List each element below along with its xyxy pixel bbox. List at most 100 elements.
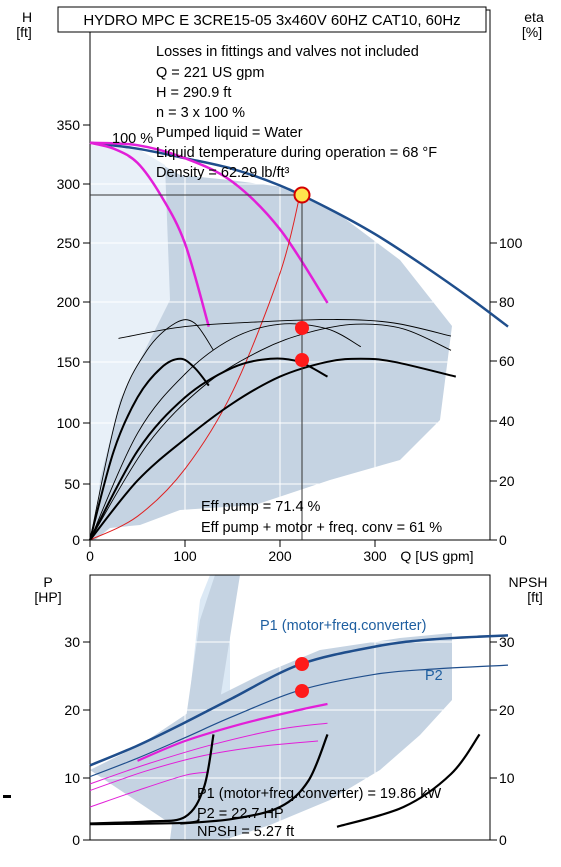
y2-tick-100: 100 bbox=[499, 235, 523, 251]
duty-point-marker bbox=[293, 186, 311, 204]
y-tick-50: 50 bbox=[64, 476, 80, 492]
power-area bbox=[90, 575, 452, 840]
npsh-curve-2 bbox=[336, 733, 481, 828]
y-axis-label: H bbox=[22, 9, 32, 25]
operating-area bbox=[90, 145, 452, 540]
eta-thin-curve-3 bbox=[118, 319, 452, 339]
efficiency-info: Eff pump = 71.4 % Eff pump + motor + fre… bbox=[201, 499, 442, 536]
p-tick-10: 10 bbox=[64, 770, 80, 786]
head-1-pump-line bbox=[89, 141, 211, 327]
operating-area-notch bbox=[90, 145, 170, 540]
power-grid bbox=[90, 575, 490, 840]
eta-1-pump-line bbox=[89, 357, 210, 541]
head-grid bbox=[90, 10, 490, 540]
npsh-tick-10: 10 bbox=[499, 770, 515, 786]
y-axis-unit: [ft] bbox=[16, 24, 32, 40]
left-stub-marker bbox=[3, 795, 11, 798]
chart-title: HYDRO MPC E 3CRE15-05 3x460V 60HZ CAT10,… bbox=[83, 12, 460, 29]
y-tick-0: 0 bbox=[72, 532, 80, 548]
y-tick-100: 100 bbox=[57, 415, 81, 431]
p2-series-label: P2 bbox=[425, 668, 443, 684]
power-line-1: P2 = 22.7 HP bbox=[197, 806, 284, 822]
head-panel: 0 50 100 150 200 250 300 350 0 20 40 60 bbox=[0, 6, 544, 564]
curve-label-100: 100 % bbox=[112, 131, 153, 147]
head-y-tick-marks bbox=[83, 124, 497, 547]
p-tick-0: 0 bbox=[72, 832, 80, 848]
x-tick-0: 0 bbox=[86, 548, 94, 564]
y-tick-200: 200 bbox=[57, 294, 81, 310]
power-panel: 0 10 20 30 0 10 20 30 P [HP] NPSH [ft] P… bbox=[3, 574, 547, 848]
duty-crosshair bbox=[90, 194, 303, 540]
power-plot-frame bbox=[89, 574, 491, 841]
power-info: P1 (motor+freq.converter) = 19.86 kW P2 … bbox=[197, 786, 441, 840]
y2-tick-60: 60 bbox=[499, 353, 515, 369]
y2-tick-0: 0 bbox=[499, 532, 507, 548]
p-tick-20: 20 bbox=[64, 702, 80, 718]
info-line-0: Losses in fittings and valves not includ… bbox=[156, 44, 419, 60]
p1-marker bbox=[295, 657, 309, 671]
eta-thin-curve-0 bbox=[89, 319, 214, 541]
eff-line-0: Eff pump = 71.4 % bbox=[201, 499, 321, 515]
npsh-axis-label: NPSH bbox=[509, 574, 548, 590]
power-partial-curve-2 bbox=[137, 702, 328, 762]
info-line-2: H = 290.9 ft bbox=[156, 85, 231, 101]
info-line-1: Q = 221 US gpm bbox=[156, 65, 264, 81]
y-tick-150: 150 bbox=[57, 354, 81, 370]
power-partial-curve-0 bbox=[89, 740, 319, 791]
npsh-curve-0 bbox=[89, 734, 215, 825]
info-line-3: n = 3 x 100 % bbox=[156, 105, 245, 121]
p2-marker bbox=[295, 684, 309, 698]
power-line-0: P1 (motor+freq.converter) = 19.86 kW bbox=[197, 786, 441, 802]
title-box bbox=[57, 6, 487, 33]
head-2-pumps-line bbox=[89, 141, 329, 304]
info-line-4: Pumped liquid = Water bbox=[156, 125, 303, 141]
left-edge-marker bbox=[0, 10, 10, 48]
info-line-5: Liquid temperature during operation = 68… bbox=[156, 145, 437, 161]
y-tick-300: 300 bbox=[57, 176, 81, 192]
head-y-axis: 0 50 100 150 200 250 300 350 bbox=[57, 117, 81, 548]
system-curve-line bbox=[89, 194, 301, 541]
eta-3-pumps-line bbox=[89, 357, 457, 541]
duty-info: Losses in fittings and valves not includ… bbox=[156, 44, 437, 181]
power-y-axis: 0 10 20 30 bbox=[64, 634, 80, 848]
P1-power-line bbox=[89, 634, 509, 767]
npsh-axis-unit: [ft] bbox=[527, 589, 543, 605]
p-tick-30: 30 bbox=[64, 634, 80, 650]
power-partial-curve-3 bbox=[89, 771, 209, 808]
head-curves bbox=[89, 141, 509, 541]
eta-thin-curve-1 bbox=[89, 323, 362, 541]
eta-pump-marker bbox=[295, 321, 309, 335]
npsh-y-axis: 0 10 20 30 bbox=[499, 634, 515, 848]
y-tick-250: 250 bbox=[57, 235, 81, 251]
power-tick-marks bbox=[83, 641, 497, 841]
info-line-6: Density = 62.29 lb/ft³ bbox=[156, 165, 290, 181]
npsh-tick-30: 30 bbox=[499, 634, 515, 650]
q-x-axis: 0 100 200 300 Q [US gpm] bbox=[86, 548, 473, 564]
p-axis-unit: [HP] bbox=[34, 589, 61, 605]
npsh-tick-0: 0 bbox=[499, 832, 507, 848]
y2-tick-40: 40 bbox=[499, 413, 515, 429]
power-curves bbox=[89, 634, 509, 828]
npsh-curve-1 bbox=[180, 733, 329, 825]
eta-thin-curve-2 bbox=[89, 323, 452, 541]
x-tick-300: 300 bbox=[363, 548, 387, 564]
y2-tick-80: 80 bbox=[499, 294, 515, 310]
eta-total-marker bbox=[295, 353, 309, 367]
P2-power-line bbox=[89, 664, 509, 778]
y2-axis-label: eta bbox=[524, 9, 544, 25]
power-line-2: NPSH = 5.27 ft bbox=[197, 824, 294, 840]
p1-series-label: P1 (motor+freq.converter) bbox=[260, 618, 426, 634]
y2-tick-20: 20 bbox=[499, 473, 515, 489]
eta-y-axis: 0 20 40 60 80 100 bbox=[499, 235, 523, 548]
x-axis-label: Q [US gpm] bbox=[400, 548, 473, 564]
power-partial-curve-1 bbox=[89, 722, 328, 785]
x-tick-100: 100 bbox=[173, 548, 197, 564]
npsh-tick-20: 20 bbox=[499, 702, 515, 718]
y2-axis-unit: [%] bbox=[522, 24, 542, 40]
y-tick-350: 350 bbox=[57, 117, 81, 133]
p-axis-label: P bbox=[43, 574, 52, 590]
npsh-curve-3 bbox=[89, 817, 200, 826]
eff-line-1: Eff pump + motor + freq. conv = 61 % bbox=[201, 520, 442, 536]
x-tick-200: 200 bbox=[268, 548, 292, 564]
